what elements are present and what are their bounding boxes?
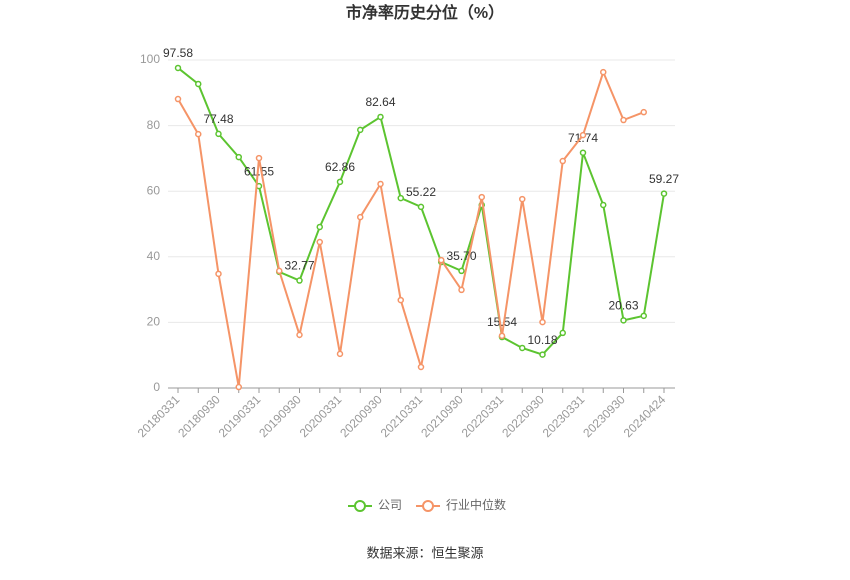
x-tick-label: 20230930	[580, 392, 628, 440]
data-point	[397, 194, 404, 202]
data-point	[215, 270, 222, 278]
y-tick-label: 100	[140, 52, 160, 66]
legend-label: 行业中位数	[446, 497, 506, 512]
data-point	[397, 296, 404, 304]
data-label: 82.64	[365, 95, 395, 109]
legend-marker	[354, 500, 366, 512]
x-tick-label: 20230331	[540, 392, 588, 440]
data-label: 97.58	[163, 46, 193, 60]
data-point	[539, 351, 546, 358]
data-point	[519, 195, 526, 203]
legend-marker	[422, 500, 435, 512]
data-point	[235, 383, 242, 391]
data-point	[579, 149, 587, 156]
data-label: 77.48	[203, 112, 233, 126]
y-tick-label: 60	[147, 183, 161, 197]
x-tick-label: 20220930	[499, 392, 547, 440]
data-point	[579, 131, 587, 139]
chart-title: 市净率历史分位（%）	[346, 3, 504, 22]
x-tick-label: 20180331	[135, 392, 183, 440]
data-label: 35.70	[446, 249, 476, 263]
data-point	[215, 130, 222, 138]
data-point	[498, 332, 506, 340]
data-point	[417, 363, 425, 371]
y-tick-label: 0	[153, 380, 160, 394]
y-tick-label: 40	[147, 249, 161, 263]
x-tick-label: 20190331	[216, 392, 264, 440]
data-point	[559, 157, 566, 165]
x-tick-label: 20190930	[256, 392, 304, 440]
data-point	[660, 190, 668, 197]
data-label: 20.63	[608, 299, 638, 313]
data-point	[336, 178, 344, 186]
data-point	[519, 344, 526, 352]
data-label: 10.18	[527, 333, 557, 347]
data-point	[458, 286, 465, 294]
data-point	[357, 213, 364, 221]
data-point	[316, 238, 323, 246]
data-point	[458, 267, 465, 275]
data-point	[195, 80, 202, 88]
data-point	[174, 64, 182, 72]
data-point	[357, 126, 364, 134]
data-point	[539, 318, 546, 326]
data-point	[336, 350, 344, 358]
legend-label: 公司	[378, 498, 402, 512]
data-point	[478, 193, 485, 201]
x-tick-label: 20200331	[297, 392, 345, 440]
data-point	[559, 329, 566, 337]
data-point	[296, 331, 303, 339]
data-point	[438, 256, 445, 264]
data-label: 15.54	[487, 315, 517, 329]
x-tick-label: 20220331	[459, 392, 507, 440]
data-label: 32.77	[284, 259, 314, 273]
data-label: 59.27	[649, 172, 679, 186]
data-point	[377, 180, 384, 188]
data-point	[620, 116, 627, 124]
y-tick-label: 80	[147, 118, 161, 132]
data-point	[276, 267, 283, 275]
data-point	[255, 154, 263, 162]
data-point	[174, 95, 182, 103]
data-point	[640, 312, 647, 320]
data-point	[316, 223, 323, 231]
data-label: 55.22	[406, 185, 436, 199]
x-tick-label: 20210930	[418, 392, 466, 440]
y-tick-label: 20	[147, 315, 161, 329]
series-line	[177, 69, 645, 388]
data-point	[600, 68, 607, 76]
data-label: 62.86	[325, 160, 355, 174]
data-point	[640, 108, 647, 116]
x-tick-label: 20210331	[378, 392, 426, 440]
data-point	[377, 113, 384, 121]
data-point	[417, 203, 425, 211]
data-label: 61.55	[244, 164, 274, 178]
data-point	[620, 317, 627, 324]
data-point	[296, 277, 303, 284]
source-note: 数据来源：恒生聚源	[366, 545, 483, 560]
data-point	[600, 201, 607, 209]
data-point	[195, 130, 202, 138]
data-point	[235, 153, 242, 161]
x-tick-label: 20180930	[175, 392, 223, 440]
x-tick-label: 20240424	[621, 392, 669, 440]
x-tick-label: 20200930	[337, 392, 385, 440]
